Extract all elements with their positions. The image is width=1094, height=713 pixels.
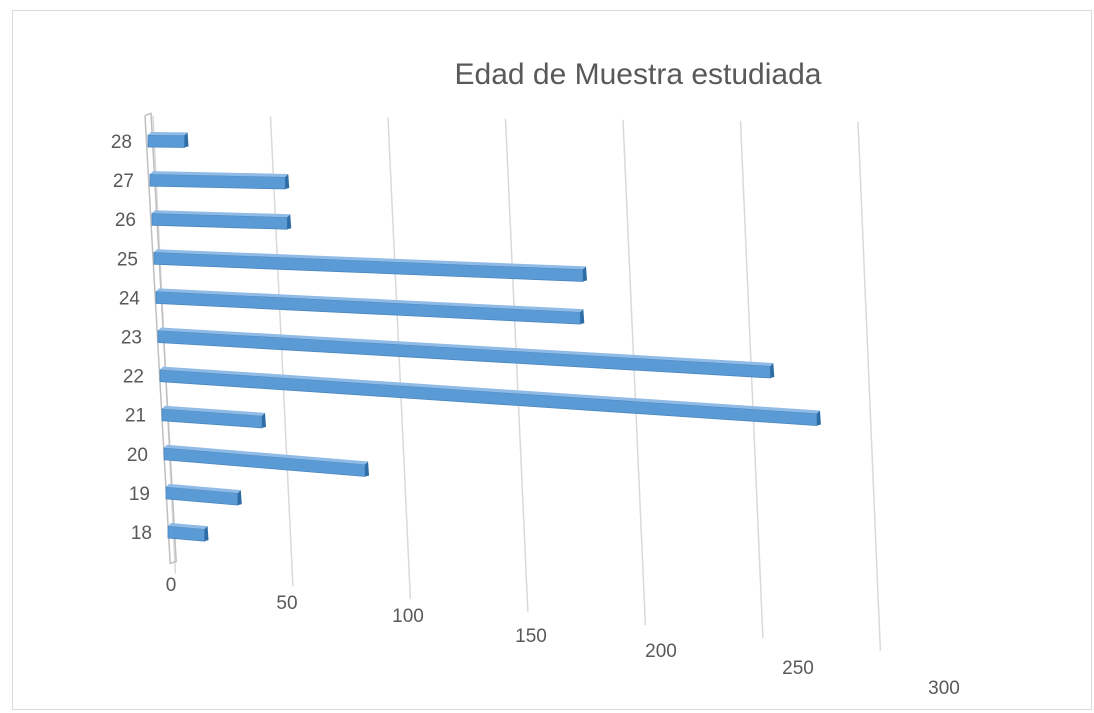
gridline: [857, 121, 882, 651]
bar: [149, 171, 290, 190]
bar: [161, 405, 266, 429]
bar-end: [237, 490, 242, 506]
category-label: 21: [125, 406, 146, 427]
bar-end: [770, 362, 775, 378]
gridline: [387, 117, 412, 600]
bar-end: [365, 461, 370, 477]
bar-end: [287, 214, 292, 230]
bar-end: [285, 174, 290, 190]
category-label: 20: [127, 445, 148, 466]
bar-chart: Edad de Muestra estudiada 18 19 20 21 22 23 24…: [111, 58, 960, 699]
bar: [155, 288, 585, 325]
value-tick-label: 0: [166, 575, 177, 596]
chart-title: Edad de Muestra estudiada: [455, 58, 822, 91]
gridline: [269, 116, 294, 587]
category-label: 25: [117, 249, 138, 270]
bar-face: [157, 330, 771, 379]
category-label: 19: [129, 484, 150, 505]
bar-end: [816, 410, 821, 426]
bar-end: [262, 412, 266, 428]
bar-top: [160, 366, 820, 414]
gridline: [504, 118, 529, 613]
bar: [159, 366, 821, 426]
value-tick-label: 250: [782, 658, 814, 679]
bar: [153, 249, 587, 282]
bar: [147, 132, 189, 148]
chart-area: Edad de Muestra estudiada 18 19 20 21 22 23 24…: [12, 10, 1092, 710]
category-label: 23: [121, 328, 142, 349]
value-tick-label: 50: [276, 593, 297, 614]
bar-top: [152, 210, 291, 218]
category-label: 26: [115, 210, 136, 231]
category-label: 24: [119, 288, 141, 309]
value-axis-labels: 0 50 100 150 200 250 300: [166, 575, 960, 699]
bar-end: [184, 132, 189, 148]
gridline: [739, 120, 764, 638]
category-label: 22: [123, 367, 144, 388]
bar-end: [204, 526, 209, 542]
bar-top: [150, 171, 289, 178]
bar: [165, 483, 242, 506]
value-tick-label: 150: [515, 626, 547, 647]
category-labels: 18 19 20 21 22 23 24 25 26 27 28: [111, 132, 152, 544]
bars: [147, 132, 821, 542]
bar-top: [158, 327, 774, 366]
bar-end: [580, 309, 585, 325]
bar-top: [154, 249, 586, 270]
category-label: 18: [131, 523, 152, 544]
gridline: [622, 119, 647, 626]
category-label: 28: [111, 132, 132, 153]
value-tick-label: 100: [392, 606, 424, 627]
value-tick-label: 300: [928, 678, 960, 699]
bar: [163, 444, 370, 477]
bar-face: [147, 134, 185, 148]
bar: [167, 523, 209, 542]
bar: [157, 327, 775, 379]
bar-top: [166, 483, 241, 494]
bar-top: [162, 405, 265, 416]
category-label: 27: [113, 171, 134, 192]
bar-top: [168, 523, 208, 530]
value-tick-label: 200: [645, 641, 677, 662]
bar-end: [583, 266, 587, 282]
bar-top: [164, 444, 369, 465]
bar-top: [148, 132, 188, 136]
gridlines: [152, 115, 882, 651]
bar: [151, 210, 292, 230]
bar-face: [153, 251, 584, 282]
bar-top: [156, 288, 584, 313]
bar-face: [163, 447, 366, 477]
